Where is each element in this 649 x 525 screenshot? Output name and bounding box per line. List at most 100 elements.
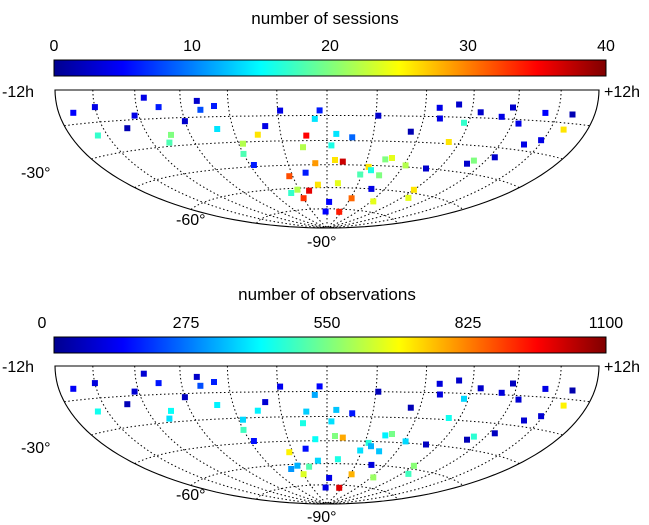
source-marker [376, 448, 383, 455]
meridian-gridline [326, 89, 520, 229]
source-marker [332, 433, 338, 439]
source-marker [332, 157, 338, 163]
source-marker [322, 484, 329, 491]
colorbar-title: number of sessions [251, 9, 398, 28]
source-marker [368, 443, 374, 450]
meridian-gridline [134, 365, 328, 505]
source-marker [254, 131, 261, 138]
source-marker [70, 385, 77, 392]
source-marker [510, 380, 516, 387]
colorbar-tick-label: 0 [38, 315, 47, 332]
source-marker [168, 407, 174, 414]
source-marker [314, 181, 321, 188]
meridian-gridline [92, 365, 328, 505]
source-marker [436, 391, 443, 398]
sky-map [54, 89, 600, 229]
source-marker [193, 97, 200, 104]
meridian-gridline [179, 365, 328, 505]
source-marker [314, 457, 321, 464]
colorbar-tick-label: 40 [597, 38, 615, 55]
parallel-gridline [64, 115, 590, 127]
source-marker [262, 123, 269, 130]
parallel-gridline [91, 416, 563, 436]
meridian-gridline [326, 89, 475, 229]
source-marker [402, 438, 409, 445]
source-marker [250, 438, 257, 444]
dec-90-label: -90° [307, 509, 337, 525]
colorbar-tick-labels: 0 275 550 825 1100 [38, 315, 624, 332]
source-marker [286, 173, 293, 180]
meridian-gridline [326, 365, 475, 505]
source-marker [470, 433, 477, 440]
dec-60-label: -60° [176, 212, 206, 229]
source-marker [375, 112, 382, 119]
source-marker [277, 383, 284, 390]
source-marker [312, 436, 319, 443]
parallel-gridline [134, 164, 520, 189]
source-marker [349, 134, 356, 141]
source-marker [91, 380, 98, 387]
parallel-gridline [134, 440, 520, 465]
source-marker [240, 426, 247, 433]
source-marker [510, 104, 516, 111]
source-marker [445, 415, 452, 421]
source-marker [349, 410, 356, 417]
source-marker [569, 111, 576, 118]
source-markers [70, 94, 576, 215]
coordinate-grid [64, 89, 590, 229]
source-marker [491, 154, 498, 161]
source-marker [155, 104, 162, 111]
source-marker [316, 107, 323, 114]
source-marker [294, 186, 301, 193]
parallel-gridline [190, 463, 464, 486]
source-marker [240, 150, 247, 157]
source-marker [328, 142, 335, 149]
source-marker [333, 406, 340, 413]
meridian-gridline [179, 89, 328, 229]
colorbar [53, 59, 607, 77]
source-marker [560, 402, 567, 409]
source-marker [461, 119, 467, 126]
source-marker [376, 172, 383, 179]
source-marker [464, 436, 470, 443]
colorbar-tick-labels: 0 10 20 30 40 [50, 38, 615, 55]
source-marker [456, 377, 463, 384]
source-marker [423, 165, 429, 172]
source-marker [382, 432, 389, 439]
source-marker [300, 195, 307, 202]
source-marker [197, 382, 204, 389]
source-marker [569, 387, 576, 394]
source-marker [240, 140, 246, 147]
source-marker [515, 396, 522, 403]
source-marker [181, 118, 188, 125]
source-marker [461, 395, 467, 402]
source-marker [370, 474, 377, 481]
meridian-gridline [92, 89, 328, 229]
source-marker [124, 401, 131, 408]
source-marker [339, 434, 346, 441]
source-marker [288, 466, 295, 472]
colorbar-tick-label: 10 [183, 38, 201, 55]
source-marker [491, 430, 498, 437]
source-marker [311, 115, 318, 122]
source-marker [91, 104, 98, 111]
source-marker [368, 185, 375, 192]
source-marker [334, 180, 341, 187]
source-marker [538, 413, 545, 420]
parallel-gridline [64, 391, 590, 403]
colorbar-tick-label: 550 [314, 315, 341, 332]
source-marker [470, 157, 477, 164]
source-marker [407, 128, 414, 135]
sky-map [54, 365, 600, 505]
source-marker [262, 399, 269, 406]
source-marker [410, 462, 417, 469]
source-marker [334, 456, 341, 463]
source-marker [402, 162, 409, 169]
meridian-gridline [326, 89, 562, 229]
ra-right-label: +12h [604, 359, 640, 376]
source-marker [70, 109, 77, 116]
source-marker [436, 380, 443, 387]
source-marker [214, 126, 221, 132]
source-marker [498, 389, 505, 396]
source-marker [348, 471, 355, 478]
